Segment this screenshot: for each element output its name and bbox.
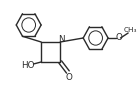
Text: N: N [58, 34, 65, 44]
Text: HO: HO [21, 61, 35, 69]
Text: O: O [115, 33, 122, 41]
Text: O: O [65, 72, 72, 81]
Text: CH₃: CH₃ [123, 27, 137, 33]
